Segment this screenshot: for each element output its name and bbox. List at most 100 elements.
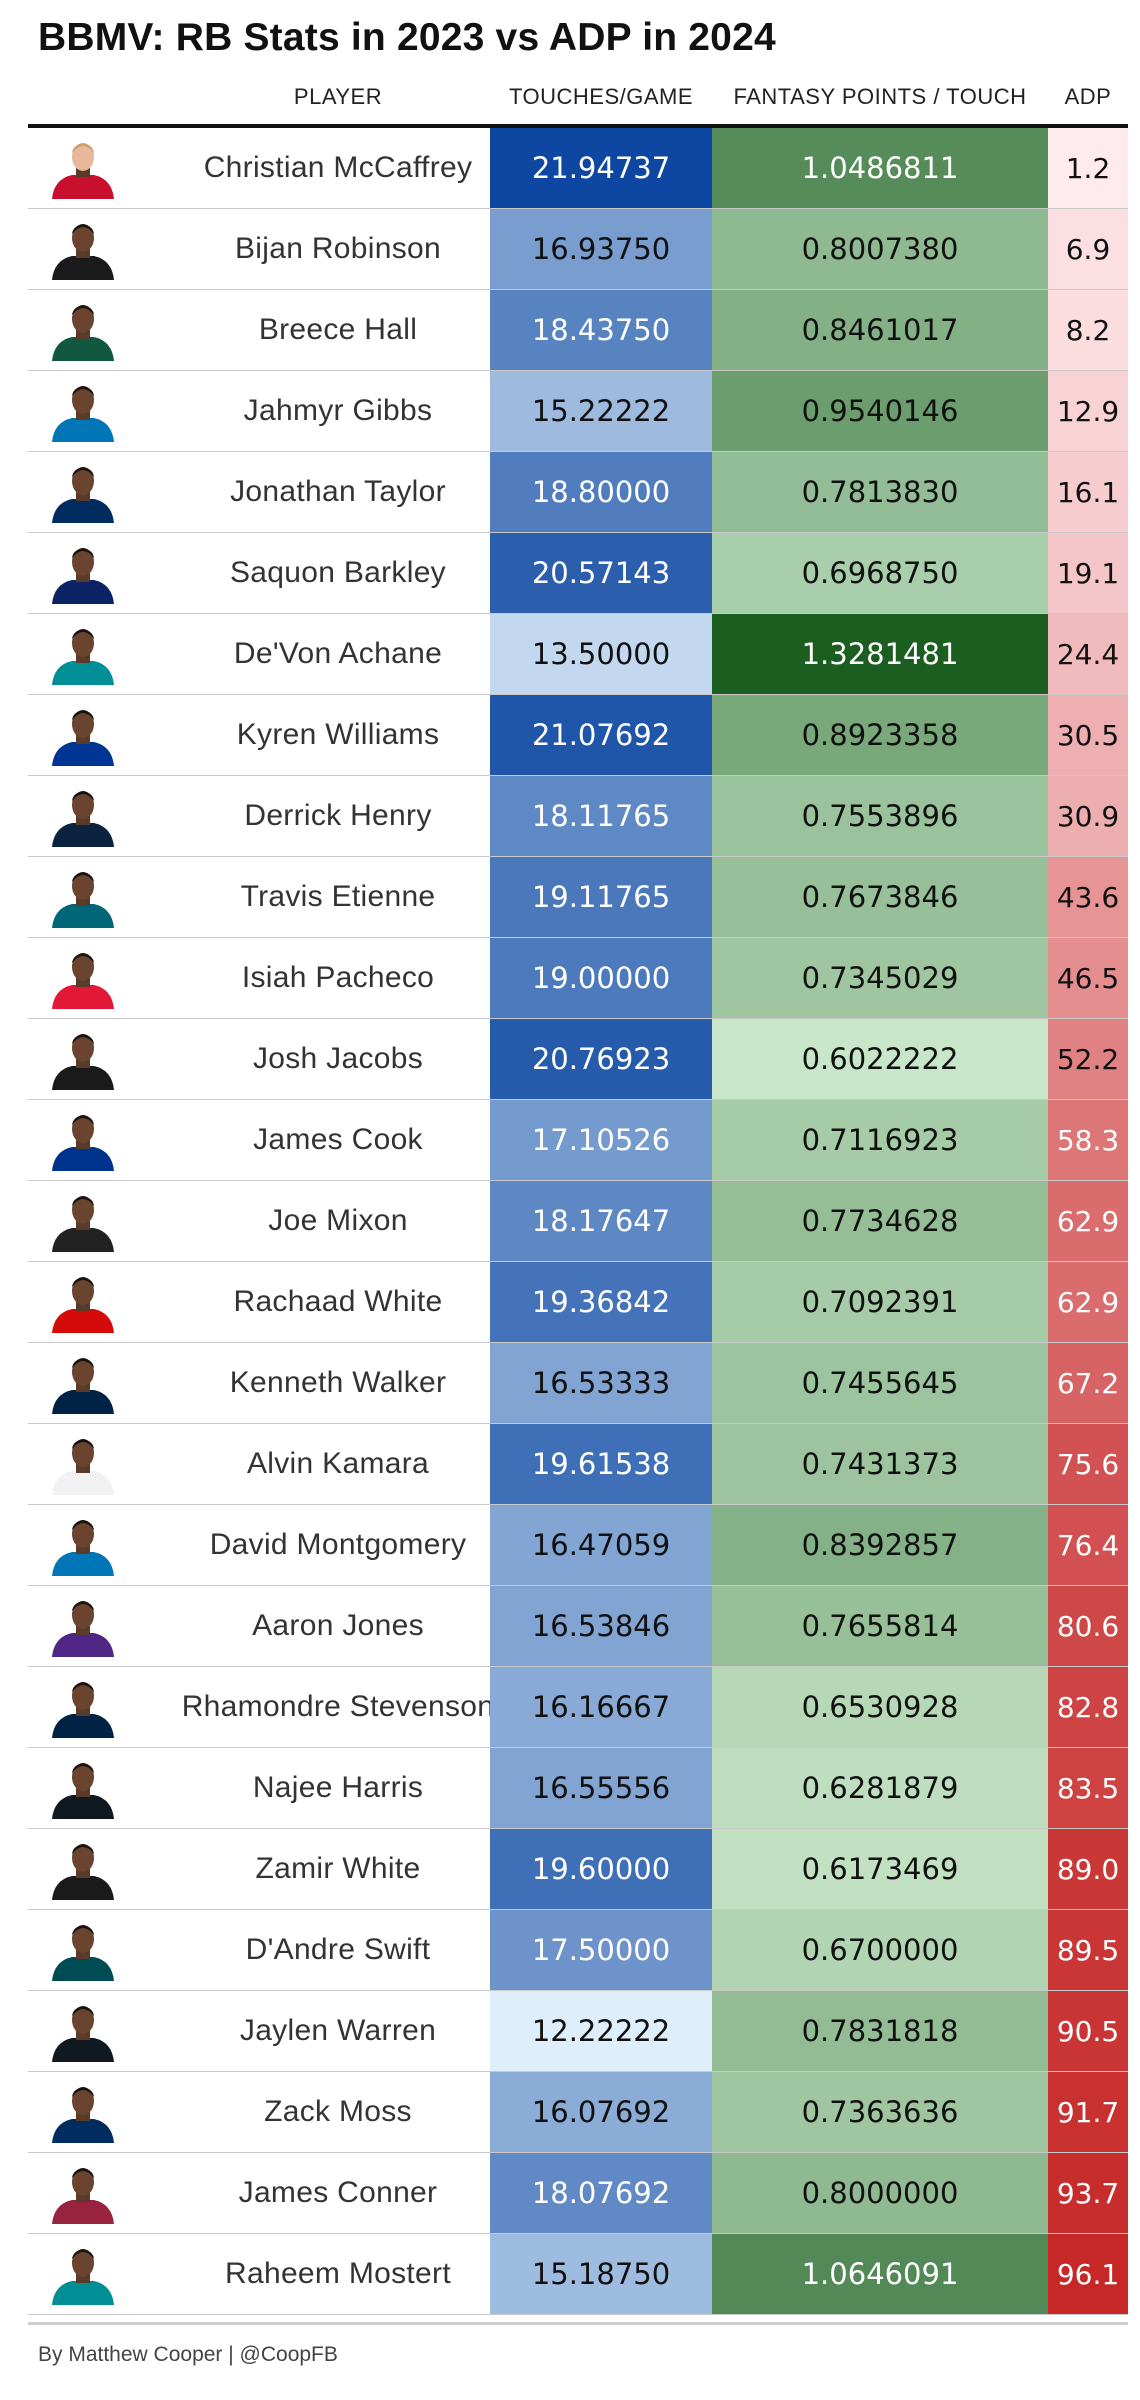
player-headshot xyxy=(28,1505,138,1585)
player-headshot xyxy=(28,1910,138,1990)
touches-per-game-cell: 19.61538 xyxy=(490,1424,712,1504)
touches-per-game-cell: 16.07692 xyxy=(490,2072,712,2152)
player-headshot-icon xyxy=(52,1439,114,1495)
player-headshot xyxy=(28,1586,138,1666)
fantasy-points-per-touch-cell: 0.6700000 xyxy=(712,1910,1048,1990)
adp-column-header: ADP xyxy=(1064,84,1112,109)
player-headshot xyxy=(28,1019,138,1099)
player-name: James Conner xyxy=(238,2176,438,2209)
table-row: James Cook 17.10526 0.7116923 58.3 xyxy=(28,1100,1128,1181)
fantasy-points-per-touch-cell: 0.6968750 xyxy=(712,533,1048,613)
player-name: Isiah Pacheco xyxy=(241,961,435,994)
table-body: Christian McCaffrey 21.94737 1.0486811 1.2 B… xyxy=(28,128,1128,2315)
fantasy-points-per-touch-cell: 1.0486811 xyxy=(712,128,1048,208)
table-row: Alvin Kamara 19.61538 0.7431373 75.6 xyxy=(28,1424,1128,1505)
player-name: Aaron Jones xyxy=(252,1609,424,1642)
adp-cell: 62.9 xyxy=(1048,1181,1128,1261)
player-name: Alvin Kamara xyxy=(246,1447,429,1480)
touches-per-game-cell: 16.16667 xyxy=(490,1667,712,1747)
touches-per-game-cell: 16.93750 xyxy=(490,209,712,289)
table-row: Zack Moss 16.07692 0.7363636 91.7 xyxy=(28,2072,1128,2153)
table-row: Isiah Pacheco 19.00000 0.7345029 46.5 xyxy=(28,938,1128,1019)
table-row: Josh Jacobs 20.76923 0.6022222 52.2 xyxy=(28,1019,1128,1100)
table-row: Kenneth Walker 16.53333 0.7455645 67.2 xyxy=(28,1343,1128,1424)
player-headshot-icon xyxy=(52,1277,114,1333)
player-headshot xyxy=(28,1424,138,1504)
adp-cell: 19.1 xyxy=(1048,533,1128,613)
table-row: Saquon Barkley 20.57143 0.6968750 19.1 xyxy=(28,533,1128,614)
touches-per-game-cell: 21.07692 xyxy=(490,695,712,775)
touches-per-game-cell: 15.22222 xyxy=(490,371,712,451)
player-name: Joe Mixon xyxy=(268,1204,408,1237)
player-headshot-icon xyxy=(52,791,114,847)
player-name: Breece Hall xyxy=(258,313,418,346)
player-headshot xyxy=(28,128,138,208)
player-headshot xyxy=(28,1181,138,1261)
fantasy-points-per-touch-cell: 1.0646091 xyxy=(712,2234,1048,2314)
touches-per-game-cell: 18.11765 xyxy=(490,776,712,856)
player-headshot xyxy=(28,1100,138,1180)
touches-per-game-cell: 21.94737 xyxy=(490,128,712,208)
player-name: Travis Etienne xyxy=(240,880,436,913)
adp-cell: 89.0 xyxy=(1048,1829,1128,1909)
table-row: Breece Hall 18.43750 0.8461017 8.2 xyxy=(28,290,1128,371)
player-headshot-icon xyxy=(52,1034,114,1090)
adp-cell: 24.4 xyxy=(1048,614,1128,694)
player-name: James Cook xyxy=(253,1123,423,1156)
player-headshot xyxy=(28,2153,138,2233)
touches-per-game-cell: 18.43750 xyxy=(490,290,712,370)
player-headshot-icon xyxy=(52,629,114,685)
player-name: Jaylen Warren xyxy=(239,2014,437,2047)
player-headshot-icon xyxy=(52,386,114,442)
fantasy-points-per-touch-cell: 0.7831818 xyxy=(712,1991,1048,2071)
player-name: Saquon Barkley xyxy=(229,556,446,589)
player-headshot-icon xyxy=(52,467,114,523)
touches-per-game-cell: 16.53846 xyxy=(490,1586,712,1666)
adp-cell: 58.3 xyxy=(1048,1100,1128,1180)
player-headshot xyxy=(28,938,138,1018)
adp-cell: 82.8 xyxy=(1048,1667,1128,1747)
adp-cell: 1.2 xyxy=(1048,128,1128,208)
table-row: Rhamondre Stevenson 16.16667 0.6530928 82.8 xyxy=(28,1667,1128,1748)
adp-cell: 46.5 xyxy=(1048,938,1128,1018)
touches-per-game-cell: 19.00000 xyxy=(490,938,712,1018)
adp-cell: 83.5 xyxy=(1048,1748,1128,1828)
player-name: Rhamondre Stevenson xyxy=(181,1690,495,1723)
player-headshot xyxy=(28,776,138,856)
fantasy-points-per-touch-cell: 0.7553896 xyxy=(712,776,1048,856)
player-name: Jonathan Taylor xyxy=(230,475,446,508)
fantasy-points-per-touch-cell: 1.3281481 xyxy=(712,614,1048,694)
player-name: Jahmyr Gibbs xyxy=(243,394,433,427)
adp-cell: 43.6 xyxy=(1048,857,1128,937)
player-headshot xyxy=(28,290,138,370)
player-headshot xyxy=(28,1667,138,1747)
adp-cell: 6.9 xyxy=(1048,209,1128,289)
adp-cell: 62.9 xyxy=(1048,1262,1128,1342)
player-headshot xyxy=(28,533,138,613)
touches-per-game-cell: 16.53333 xyxy=(490,1343,712,1423)
fantasy-points-per-touch-cell: 0.8007380 xyxy=(712,209,1048,289)
table-row: Jaylen Warren 12.22222 0.7831818 90.5 xyxy=(28,1991,1128,2072)
player-headshot-icon xyxy=(52,1601,114,1657)
touches-per-game-cell: 18.17647 xyxy=(490,1181,712,1261)
player-column-header: PLAYER xyxy=(293,84,383,109)
player-headshot-icon xyxy=(52,1115,114,1171)
table-row: De'Von Achane 13.50000 1.3281481 24.4 xyxy=(28,614,1128,695)
player-name: David Montgomery xyxy=(209,1528,467,1561)
table-row: Najee Harris 16.55556 0.6281879 83.5 xyxy=(28,1748,1128,1829)
player-name: Zamir White xyxy=(255,1852,421,1885)
fantasy-points-per-touch-cell: 0.8000000 xyxy=(712,2153,1048,2233)
player-headshot-icon xyxy=(52,1520,114,1576)
table-row: David Montgomery 16.47059 0.8392857 76.4 xyxy=(28,1505,1128,1586)
touches-per-game-cell: 19.60000 xyxy=(490,1829,712,1909)
fantasy-points-per-touch-cell: 0.7455645 xyxy=(712,1343,1048,1423)
adp-cell: 8.2 xyxy=(1048,290,1128,370)
touches-per-game-cell: 15.18750 xyxy=(490,2234,712,2314)
fantasy-points-per-touch-cell: 0.7734628 xyxy=(712,1181,1048,1261)
touches-per-game-cell: 20.76923 xyxy=(490,1019,712,1099)
fantasy-points-column-header: FANTASY POINTS / TOUCH xyxy=(733,84,1027,109)
fantasy-points-per-touch-cell: 0.7813830 xyxy=(712,452,1048,532)
adp-cell: 91.7 xyxy=(1048,2072,1128,2152)
table-row: Rachaad White 19.36842 0.7092391 62.9 xyxy=(28,1262,1128,1343)
player-headshot xyxy=(28,857,138,937)
